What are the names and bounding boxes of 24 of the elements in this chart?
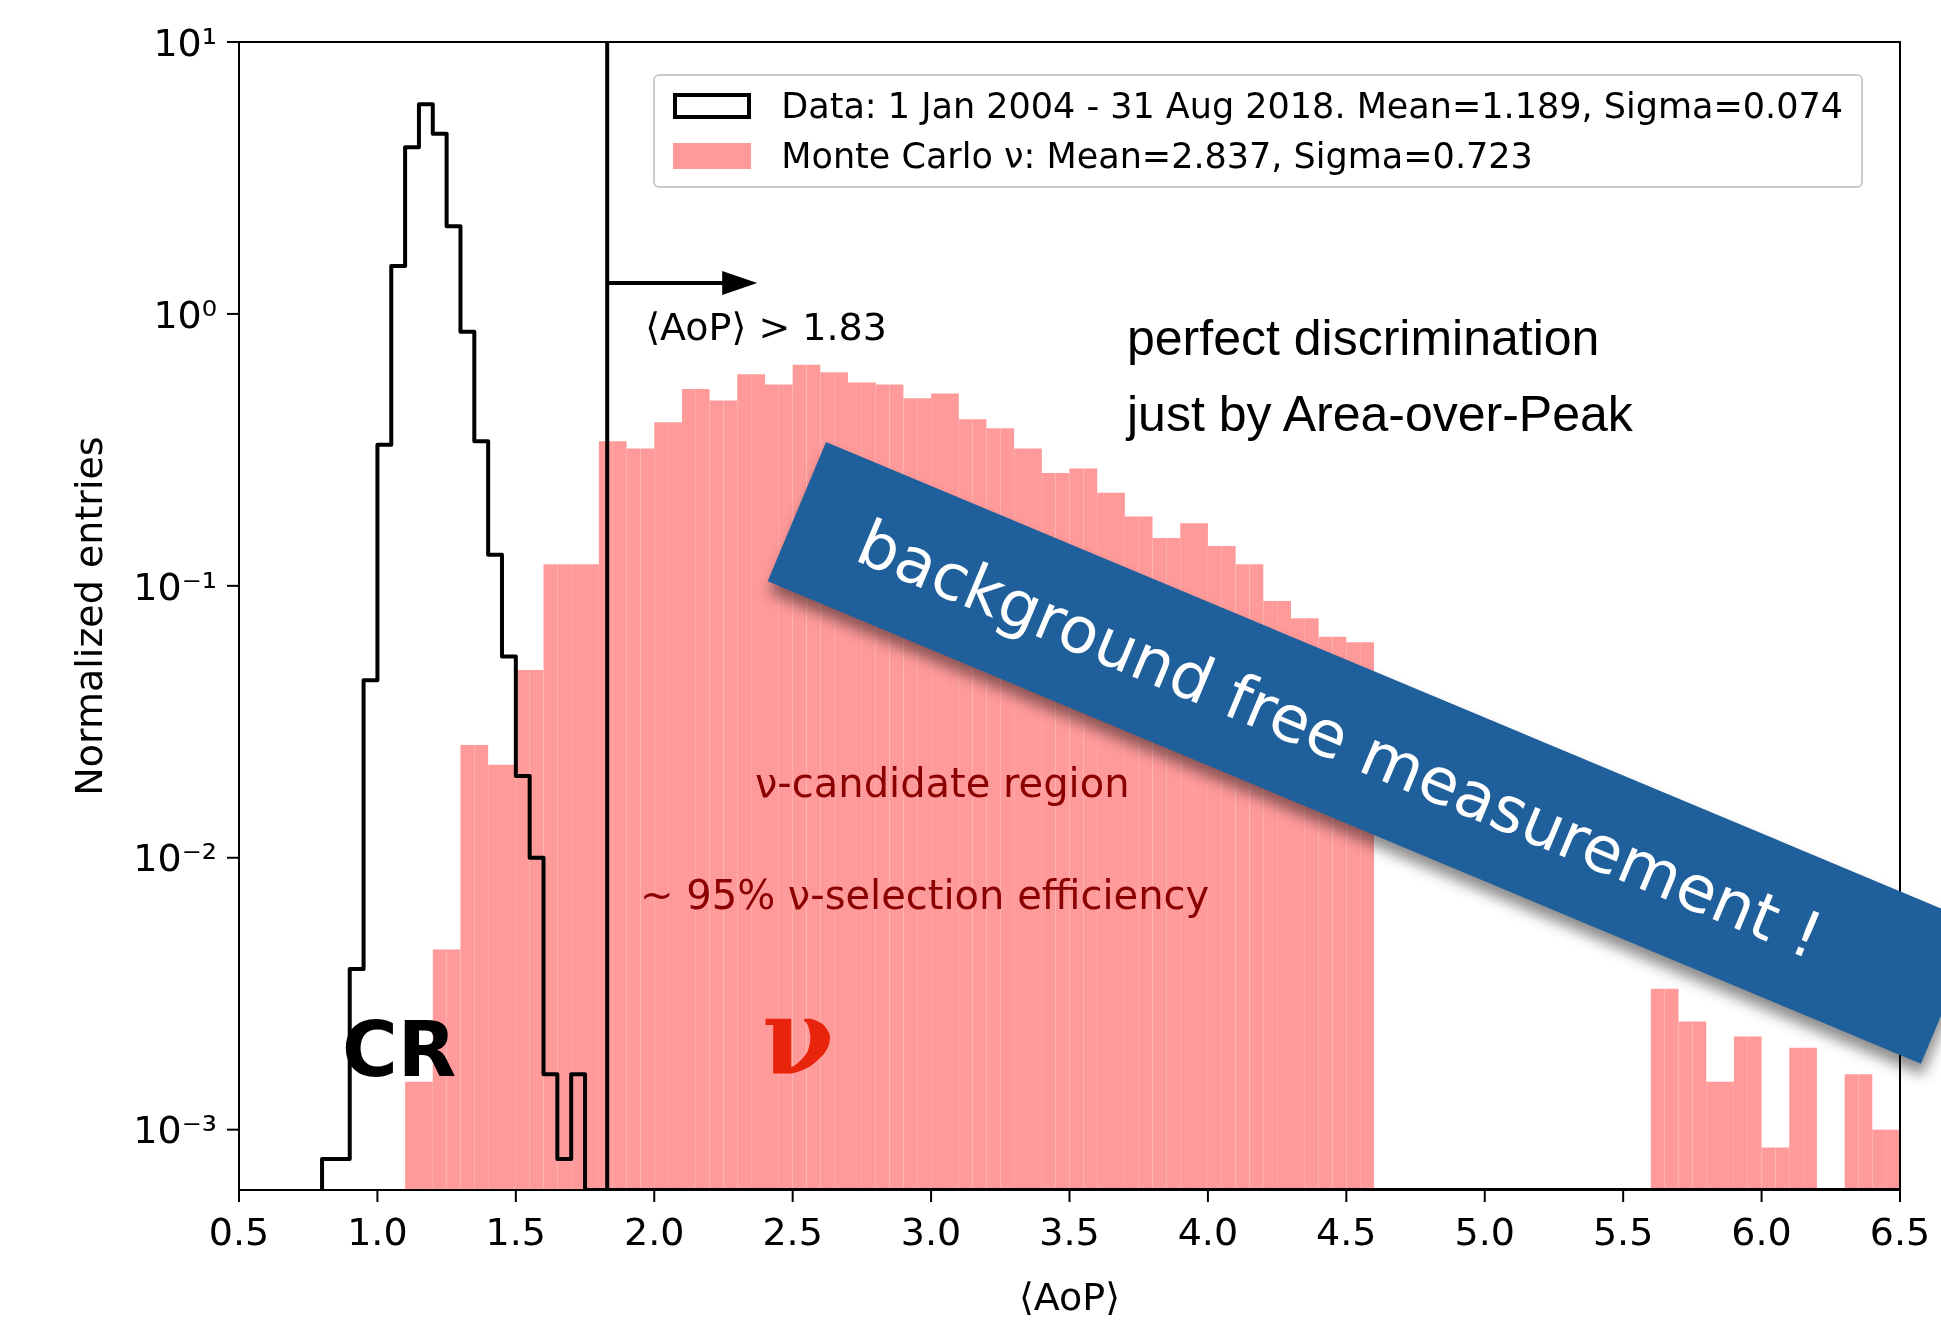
legend-label: Data: 1 Jan 2004 - 31 Aug 2018. Mean=1.189, Sigma=0.074	[781, 86, 1843, 126]
y-tick-label: 10⁻³	[133, 1108, 217, 1153]
x-tick-label: 5.5	[1592, 1209, 1654, 1254]
x-tick-label: 0.5	[208, 1209, 270, 1254]
legend-label: Monte Carlo ν: Mean=2.837, Sigma=0.723	[781, 136, 1533, 176]
x-tick-label: 6.0	[1731, 1209, 1792, 1254]
y-tick-label: 10⁻²	[133, 836, 217, 881]
annotation: perfect discrimination just by Area-over-Peak	[1127, 309, 1633, 444]
y-tick-label: 10⁰	[153, 292, 217, 337]
x-tick-label: 1.0	[347, 1209, 408, 1254]
x-tick-label: 6.5	[1869, 1209, 1931, 1254]
x-tick-label: 3.5	[1039, 1209, 1100, 1254]
x-tick-label: 4.0	[1177, 1209, 1239, 1254]
x-tick-label: 2.5	[762, 1209, 823, 1254]
x-tick-label: 1.5	[485, 1209, 547, 1254]
ref-line-label: ⟨AoP⟩ > 1.83	[645, 305, 887, 349]
x-tick-label: 5.0	[1454, 1209, 1515, 1254]
y-tick-label: 10¹	[153, 20, 217, 65]
x-tick-label: 4.5	[1316, 1209, 1377, 1254]
y-tick-label: 10⁻¹	[133, 564, 217, 609]
y-axis-title: Normalized entries	[67, 436, 112, 796]
x-axis-title: ⟨AoP⟩	[1018, 1275, 1121, 1319]
x-tick-label: 3.0	[900, 1209, 962, 1254]
x-tick-label: 2.0	[624, 1209, 685, 1254]
